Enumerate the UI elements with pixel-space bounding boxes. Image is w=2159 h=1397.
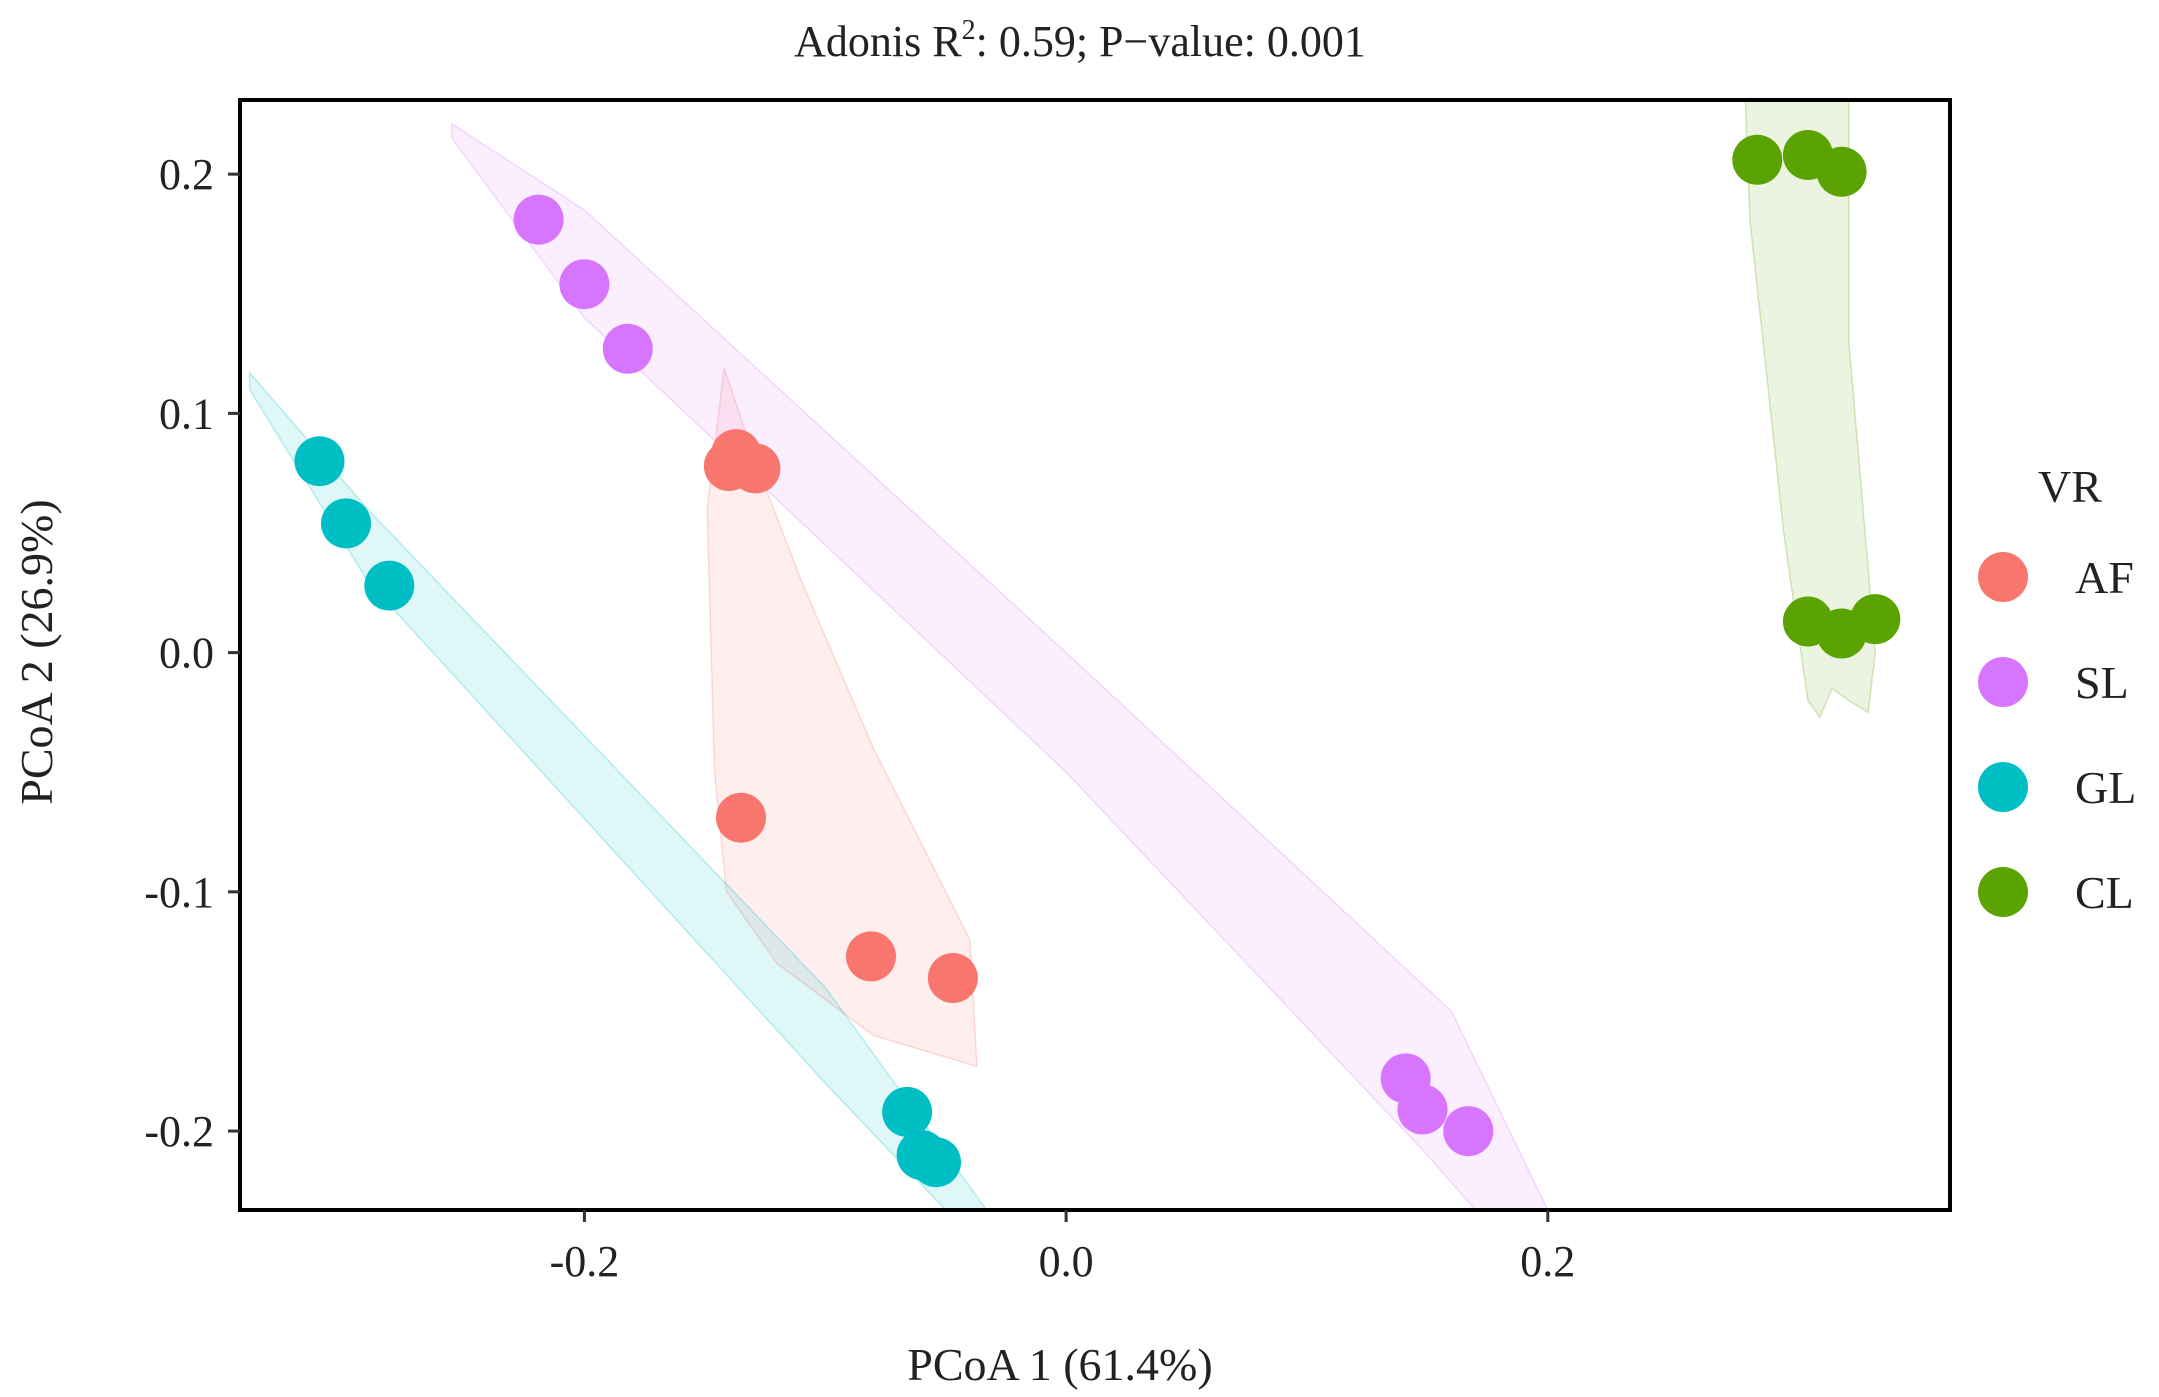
point-gl-3 xyxy=(364,560,415,611)
point-af-6 xyxy=(927,953,978,1003)
ellipse-af xyxy=(706,367,978,1068)
point-sl-3 xyxy=(602,323,653,374)
legend-label-af: AF xyxy=(2075,552,2134,603)
ellipse-cl xyxy=(1744,99,1877,719)
chart-title-superscript: 2 xyxy=(962,15,976,46)
point-sl-6 xyxy=(1443,1106,1494,1157)
point-cl-1 xyxy=(1732,134,1783,185)
y-tick-label: -0.1 xyxy=(144,868,214,917)
chart-title: Adonis R2: 0.59; P−value: 0.001 xyxy=(794,15,1366,66)
legend-key-gl xyxy=(1978,762,2028,812)
point-gl-2 xyxy=(321,498,371,549)
y-axis-label: PCoA 2 (26.9%) xyxy=(11,499,62,804)
x-tick-label: 0.0 xyxy=(1039,1237,1094,1286)
legend-key-cl xyxy=(1978,867,2028,917)
point-layer xyxy=(294,130,1901,1188)
ellipse-sl xyxy=(451,122,1549,1211)
y-tick-label: 0.0 xyxy=(159,629,214,678)
point-gl-4 xyxy=(882,1086,933,1137)
point-af-3 xyxy=(730,443,781,494)
point-cl-3 xyxy=(1816,146,1867,197)
y-tick-label: -0.2 xyxy=(144,1107,214,1156)
legend-label-cl: CL xyxy=(2075,867,2134,918)
plot-border xyxy=(238,98,1952,1212)
point-gl-6 xyxy=(911,1137,961,1188)
legend-key-af xyxy=(1978,552,2028,602)
point-af-4 xyxy=(716,792,766,843)
legend-label-sl: SL xyxy=(2075,657,2129,708)
point-cl-6 xyxy=(1850,594,1901,645)
chart-title-rest: : 0.59; P−value: 0.001 xyxy=(976,17,1366,66)
chart-title-main: Adonis R xyxy=(794,17,962,66)
point-sl-1 xyxy=(513,194,564,245)
x-tick-label: -0.2 xyxy=(550,1237,620,1286)
legend-items: AF SL GL CL xyxy=(1978,552,2136,918)
legend: VR AF SL GL CL xyxy=(1978,461,2136,918)
x-axis-label: PCoA 1 (61.4%) xyxy=(907,1339,1212,1390)
legend-label-gl: GL xyxy=(2075,762,2136,813)
point-af-5 xyxy=(846,931,896,982)
point-gl-1 xyxy=(294,436,345,487)
x-tick-label: 0.2 xyxy=(1520,1237,1575,1286)
axis-layer: -0.2 0.0 0.2 -0.2 -0.1 0.0 0.1 0.2 xyxy=(144,98,1952,1286)
y-tick-label: 0.2 xyxy=(159,150,214,199)
legend-key-sl xyxy=(1978,657,2028,707)
legend-title: VR xyxy=(2038,461,2102,512)
point-sl-2 xyxy=(559,259,610,310)
point-sl-5 xyxy=(1397,1084,1448,1135)
y-tick-label: 0.1 xyxy=(159,389,214,438)
ellipse-layer xyxy=(248,99,1877,1211)
